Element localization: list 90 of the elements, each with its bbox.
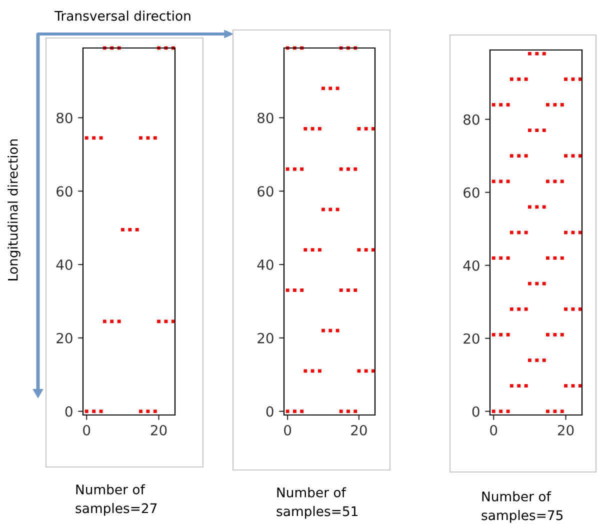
x-tick-label: 20 — [558, 424, 574, 436]
x-tick-label: 0 — [284, 424, 292, 436]
point — [99, 410, 103, 414]
point — [346, 410, 350, 414]
point — [300, 288, 304, 292]
y-tick-label: 80 — [258, 112, 274, 124]
point — [92, 410, 96, 414]
point — [322, 86, 325, 90]
point — [310, 248, 314, 252]
point — [364, 127, 368, 130]
point — [304, 127, 308, 130]
point — [135, 228, 139, 232]
point — [354, 410, 358, 414]
point — [92, 136, 96, 140]
point — [84, 410, 88, 414]
point — [120, 228, 124, 232]
point — [300, 167, 304, 171]
y-tick-label: 60 — [464, 187, 480, 198]
y-tick-label: 80 — [56, 112, 72, 124]
point — [102, 320, 106, 324]
point — [339, 167, 343, 171]
point — [354, 288, 358, 292]
point — [153, 410, 157, 414]
point — [146, 410, 150, 414]
point — [164, 320, 168, 324]
point — [310, 369, 314, 373]
y-tick-label: 40 — [56, 260, 72, 270]
point — [293, 167, 296, 171]
point — [84, 136, 88, 140]
x-tick-label: 20 — [351, 424, 367, 436]
x-tick-label: 20 — [150, 424, 167, 436]
point — [339, 410, 343, 414]
point — [310, 127, 314, 130]
point — [293, 410, 296, 414]
point — [171, 320, 175, 324]
point — [336, 86, 340, 90]
text: Transversal direction — [54, 10, 190, 21]
point — [357, 127, 361, 130]
point — [357, 369, 361, 373]
text: Longitudinal direction — [8, 139, 20, 280]
point — [286, 288, 290, 292]
text: Number of samples=75 — [482, 491, 563, 523]
point — [322, 328, 325, 332]
point — [328, 86, 332, 90]
y-tick-label: 20 — [258, 332, 274, 344]
x-tick-label: 0 — [83, 424, 90, 436]
y-tick-label: 40 — [257, 260, 274, 270]
point — [153, 136, 157, 140]
point — [372, 127, 375, 130]
point — [304, 369, 308, 373]
y-tick-label: 0 — [65, 406, 72, 417]
x-tick-label: 0 — [490, 424, 498, 436]
point — [346, 288, 350, 292]
point — [318, 369, 322, 373]
point — [364, 369, 368, 373]
y-tick-label: 60 — [56, 186, 72, 197]
point — [318, 127, 322, 130]
point — [364, 248, 368, 252]
point — [328, 208, 332, 212]
point — [139, 136, 142, 140]
point — [346, 167, 350, 171]
point — [286, 167, 290, 171]
point — [304, 248, 308, 252]
point — [286, 410, 290, 414]
y-tick-label: 60 — [258, 186, 274, 197]
point — [354, 167, 358, 171]
point — [300, 410, 304, 414]
point — [146, 136, 150, 140]
point — [318, 248, 322, 252]
point — [357, 248, 361, 252]
text: Number of samples=27 — [76, 484, 157, 516]
point — [117, 320, 121, 324]
y-tick-label: 0 — [266, 406, 274, 417]
point — [139, 410, 142, 414]
text: Number of samples=51 — [276, 487, 358, 519]
point — [339, 288, 343, 292]
point — [157, 320, 160, 324]
y-tick-label: 0 — [472, 406, 480, 417]
y-tick-label: 20 — [464, 333, 480, 344]
point — [322, 208, 325, 212]
point — [110, 320, 114, 324]
point — [328, 328, 332, 332]
point — [99, 136, 103, 140]
y-tick-label: 80 — [464, 114, 480, 125]
point — [293, 288, 296, 292]
y-tick-label: 40 — [463, 260, 480, 271]
point — [372, 248, 375, 252]
y-tick-label: 20 — [56, 332, 72, 344]
point — [336, 328, 340, 332]
point — [128, 228, 132, 232]
